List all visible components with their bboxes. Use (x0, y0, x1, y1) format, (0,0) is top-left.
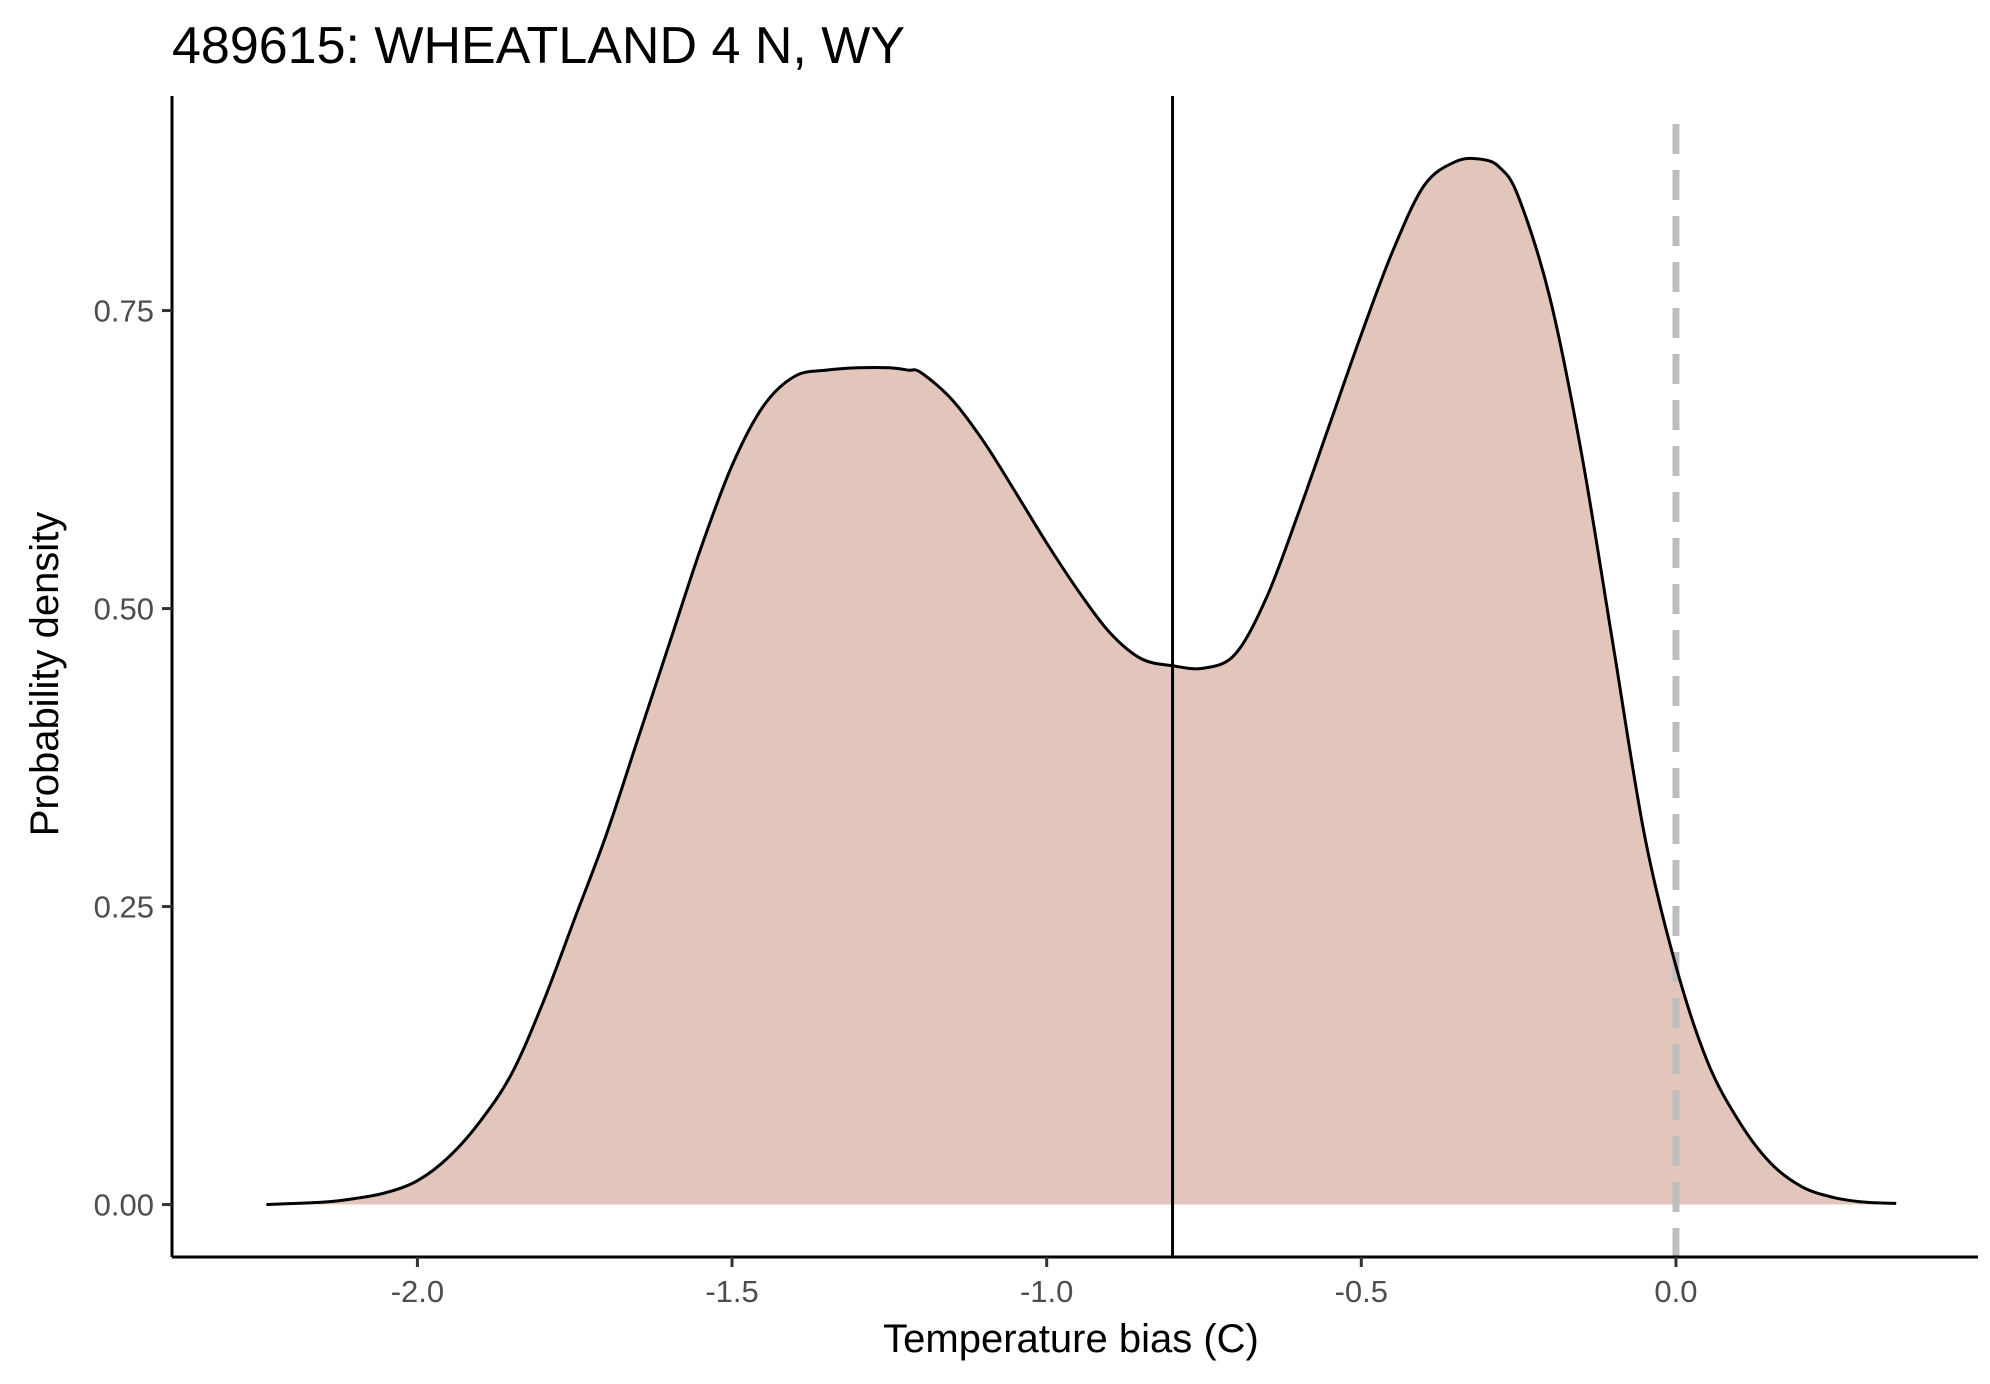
density-curve (266, 156, 1897, 1207)
y-tick-label: 0.25 (94, 890, 154, 925)
x-tick-label: -1.5 (705, 1274, 758, 1309)
y-tick-label: 0.50 (94, 592, 154, 627)
x-tick-label: 0.0 (1654, 1274, 1697, 1309)
x-axis-ticks: -2.0 -1.5 -1.0 -0.5 0.0 (391, 1257, 1698, 1309)
x-tick-label: -2.0 (391, 1274, 444, 1309)
plot-area (266, 96, 1897, 1257)
y-axis-title: Probability density (23, 512, 67, 837)
x-tick-label: -1.0 (1020, 1274, 1073, 1309)
x-tick-label: -0.5 (1335, 1274, 1388, 1309)
density-fill (266, 158, 1897, 1205)
y-tick-label: 0.75 (94, 294, 154, 329)
y-axis-ticks: 0.00 0.25 0.50 0.75 (94, 294, 172, 1223)
y-tick-label: 0.00 (94, 1188, 154, 1223)
chart-title: 489615: WHEATLAND 4 N, WY (172, 17, 905, 75)
x-axis-title: Temperature bias (C) (883, 1317, 1259, 1361)
